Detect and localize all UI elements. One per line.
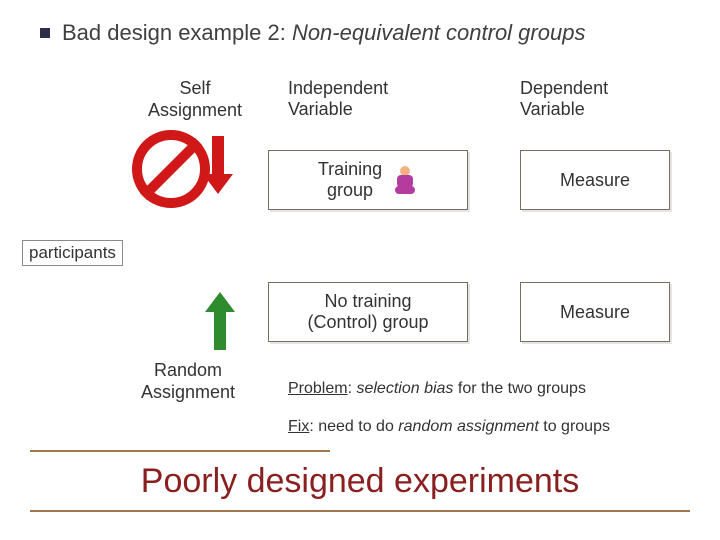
header-dependent-variable: Dependent Variable xyxy=(520,78,608,120)
label-self-assignment: Self Assignment xyxy=(135,78,255,121)
slide-title: Bad design example 2: Non-equivalent con… xyxy=(62,20,585,46)
green-up-arrow xyxy=(205,292,235,355)
box-control-group: No training (Control) group xyxy=(268,282,468,342)
title-bullet xyxy=(40,28,50,38)
text: participants xyxy=(29,243,116,262)
rule-left xyxy=(30,450,330,452)
header-independent-variable: Independent Variable xyxy=(288,78,388,120)
participants-label: participants xyxy=(22,240,123,266)
problem-italic: selection bias xyxy=(356,380,453,397)
prohibited-icon xyxy=(132,130,210,208)
text: Measure xyxy=(560,170,630,191)
footer-title: Poorly designed experiments xyxy=(0,462,720,501)
label-random-assignment: Random Assignment xyxy=(118,360,258,403)
box-training-group: Training group xyxy=(268,150,468,210)
text: Measure xyxy=(560,302,630,323)
person-icon xyxy=(392,166,418,194)
note-fix: Fix: need to do random assignment to gro… xyxy=(288,418,610,436)
t2: for the two groups xyxy=(453,380,586,397)
red-down-arrow xyxy=(203,136,233,199)
box-training-text: Training group xyxy=(318,159,382,200)
slide-title-row: Bad design example 2: Non-equivalent con… xyxy=(40,20,585,46)
t2: to groups xyxy=(539,418,610,435)
text: Self Assignment xyxy=(148,78,242,120)
rule-bottom xyxy=(30,510,690,512)
box-measure-2: Measure xyxy=(520,282,670,342)
fix-italic: random assignment xyxy=(398,418,539,435)
title-plain: Bad design example 2: xyxy=(62,20,292,45)
fix-label: Fix xyxy=(288,418,309,435)
problem-label: Problem xyxy=(288,380,348,397)
note-problem: Problem: selection bias for the two grou… xyxy=(288,380,586,398)
t: : need to do xyxy=(309,418,398,435)
text: No training (Control) group xyxy=(307,291,428,332)
box-measure-1: Measure xyxy=(520,150,670,210)
title-italic: Non-equivalent control groups xyxy=(292,20,586,45)
